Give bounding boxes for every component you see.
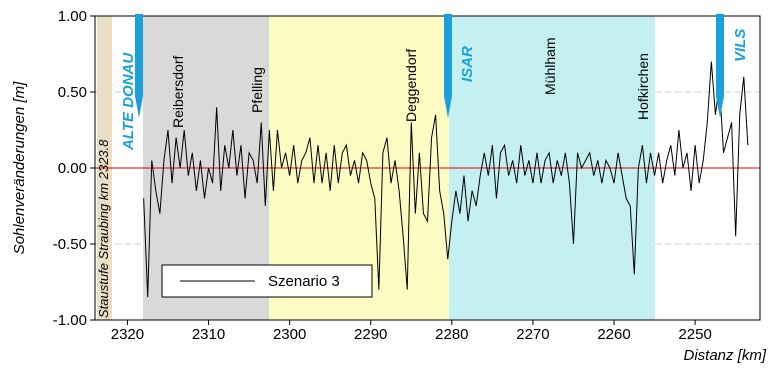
x-tick-label: 2300	[273, 326, 306, 343]
legend-label: Szenario 3	[268, 273, 340, 290]
x-tick-label: 2280	[435, 326, 468, 343]
annotation: VILS	[732, 29, 749, 62]
x-tick-label: 2270	[516, 326, 549, 343]
x-tick-label: 2290	[354, 326, 387, 343]
annotation: Pfelling	[249, 67, 265, 113]
x-tick-label: 2250	[678, 326, 711, 343]
annotation: ISAR	[459, 46, 476, 82]
annotation: Reibersdorf	[170, 56, 186, 128]
annotation: Mühlham	[542, 37, 558, 95]
y-axis-title: Sohlenveränderungen [m]	[11, 81, 28, 254]
river-arrow	[135, 14, 143, 118]
y-tick-label: 0.50	[58, 84, 87, 101]
data-line	[143, 61, 749, 298]
y-tick-label: 0.00	[58, 160, 87, 177]
y-tick-label: 1.00	[58, 8, 87, 25]
y-tick-label: -0.50	[53, 236, 87, 253]
river-arrow	[444, 14, 452, 118]
x-tick-label: 2320	[111, 326, 144, 343]
annotation: Hofkirchen	[635, 53, 651, 120]
annotation: Staustufe Straubing km 2323.8	[96, 139, 111, 318]
annotation: ALTE DONAU	[120, 52, 137, 151]
legend-box	[161, 264, 373, 298]
plot-frame	[94, 15, 761, 321]
x-axis-title: Distanz [km]	[683, 347, 766, 364]
y-tick-label: -1.00	[53, 312, 87, 329]
x-tick-label: 2260	[597, 326, 630, 343]
river-arrow	[716, 14, 724, 118]
annotation: Deggendorf	[403, 49, 419, 122]
x-tick-label: 2310	[192, 326, 225, 343]
